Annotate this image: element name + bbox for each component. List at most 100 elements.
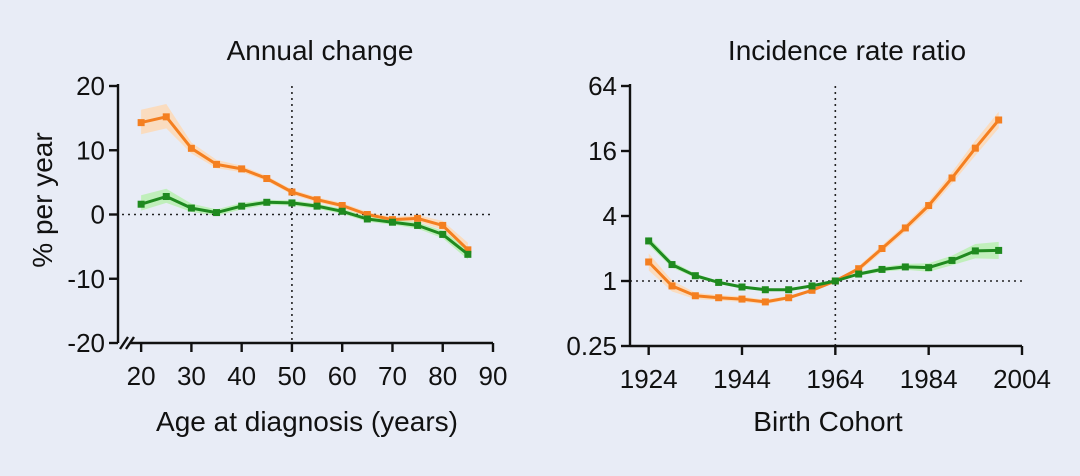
- series-1-confidence-band: [648, 111, 999, 305]
- series-1-point: [738, 295, 746, 303]
- series-1-point: [948, 174, 956, 182]
- series-2-point: [464, 250, 472, 258]
- series-1-point: [338, 202, 346, 210]
- series-1-point: [313, 196, 321, 204]
- bands-layer: [141, 104, 468, 260]
- series-layer: [137, 113, 472, 258]
- series-1-point: [187, 144, 195, 152]
- series-2-point: [925, 264, 933, 272]
- reference-lines: [116, 86, 493, 343]
- x-tick-label: 60: [328, 361, 357, 391]
- series-2-point: [831, 277, 839, 285]
- y-tick-label: 4: [603, 201, 617, 231]
- series-2-point: [338, 207, 346, 215]
- series-1-point: [878, 245, 886, 252]
- incidence-rate-ratio-chart: Incidence rate ratio Birth Cohort 64 16 4 1…: [566, 35, 1051, 437]
- series-1-point: [995, 116, 1003, 124]
- series-2-point: [288, 199, 296, 207]
- series-2-point: [691, 272, 699, 280]
- y-tick-label: -20: [67, 328, 105, 358]
- series-2-point: [388, 218, 396, 226]
- series-1-confidence-band: [141, 104, 468, 257]
- series-1-point: [925, 202, 933, 210]
- series-2-line: [140, 195, 469, 256]
- series-1-point: [808, 286, 816, 294]
- x-tick-label: 1924: [620, 364, 678, 394]
- series-2-point: [137, 200, 145, 208]
- chart-title: Annual change: [227, 35, 414, 66]
- x-tick-label: 80: [428, 361, 457, 391]
- y-tick-label: 10: [76, 135, 105, 165]
- series-2-point: [439, 230, 447, 238]
- x-tick-label: 90: [479, 361, 508, 391]
- series-1-point: [213, 160, 221, 168]
- series-1-point: [238, 165, 246, 173]
- series-1-point: [363, 211, 371, 218]
- x-axis-label: Age at diagnosis (years): [156, 406, 458, 437]
- series-1-point: [668, 282, 676, 290]
- y-tick-label: 20: [76, 71, 105, 101]
- series-2-point: [761, 286, 769, 294]
- series-2-point: [313, 202, 321, 210]
- y-tick-label: 16: [588, 136, 617, 166]
- series-2-point: [213, 209, 221, 217]
- series-2-point: [238, 202, 246, 210]
- series-2-point: [995, 246, 1003, 254]
- series-2-point: [808, 282, 816, 290]
- series-2-line: [647, 239, 999, 292]
- series-1-point: [715, 294, 723, 302]
- x-tick-label: 30: [177, 361, 206, 391]
- series-2-point: [162, 193, 170, 201]
- reference-lines: [630, 86, 1022, 346]
- series-1-line: [647, 119, 1000, 304]
- chart-title: Incidence rate ratio: [728, 35, 966, 66]
- series-2-point: [363, 215, 371, 223]
- bands-layer: [648, 111, 999, 305]
- series-1-point: [288, 188, 296, 196]
- series-1-point: [901, 224, 909, 232]
- y-tick-label: 0: [91, 200, 105, 230]
- series-2-point: [855, 270, 863, 278]
- series-2-confidence-band: [648, 236, 999, 291]
- series-2-point: [901, 263, 909, 271]
- series-1-point: [162, 113, 170, 121]
- x-tick-label: 2004: [993, 364, 1051, 394]
- series-1-point: [971, 144, 979, 152]
- series-1-point: [263, 175, 271, 183]
- series-1-line: [140, 115, 469, 251]
- x-tick-label: 1984: [900, 364, 958, 394]
- series-2-point: [878, 265, 886, 273]
- series-2-point: [263, 198, 271, 206]
- series-1-point: [137, 119, 145, 127]
- x-tick-label: 70: [378, 361, 407, 391]
- y-tick-label: 1: [603, 266, 617, 296]
- series-2-point: [785, 286, 793, 294]
- x-tick-label: 20: [127, 361, 156, 391]
- axis-break-mark: [119, 336, 135, 350]
- x-tick-label: 50: [277, 361, 306, 391]
- series-1-point: [439, 221, 447, 229]
- x-tick-label: 1944: [713, 364, 771, 394]
- x-tick-label: 1964: [806, 364, 864, 394]
- series-2-point: [948, 256, 956, 264]
- series-1-point: [785, 294, 793, 302]
- series-2-point: [187, 204, 195, 212]
- series-2-point: [645, 237, 653, 245]
- annual-change-chart: Annual change % per year Age at diagnosi…: [27, 35, 507, 437]
- series-1-point: [414, 214, 422, 222]
- y-tick-label: -10: [67, 264, 105, 294]
- y-tick-label: 64: [588, 71, 617, 101]
- series-1-point: [855, 265, 863, 273]
- series-1-point: [464, 246, 472, 254]
- axes: 20 10 0 -10 -20 20 30 40 50 60 70 80 90: [67, 71, 507, 391]
- y-tick-label: 0.25: [566, 331, 617, 361]
- series-2-point: [738, 283, 746, 291]
- x-tick-label: 40: [227, 361, 256, 391]
- x-axis-label: Birth Cohort: [753, 406, 903, 437]
- series-1-point: [645, 258, 653, 266]
- series-2-point: [715, 278, 723, 286]
- series-2-point: [668, 261, 676, 269]
- y-axis-label: % per year: [27, 132, 58, 267]
